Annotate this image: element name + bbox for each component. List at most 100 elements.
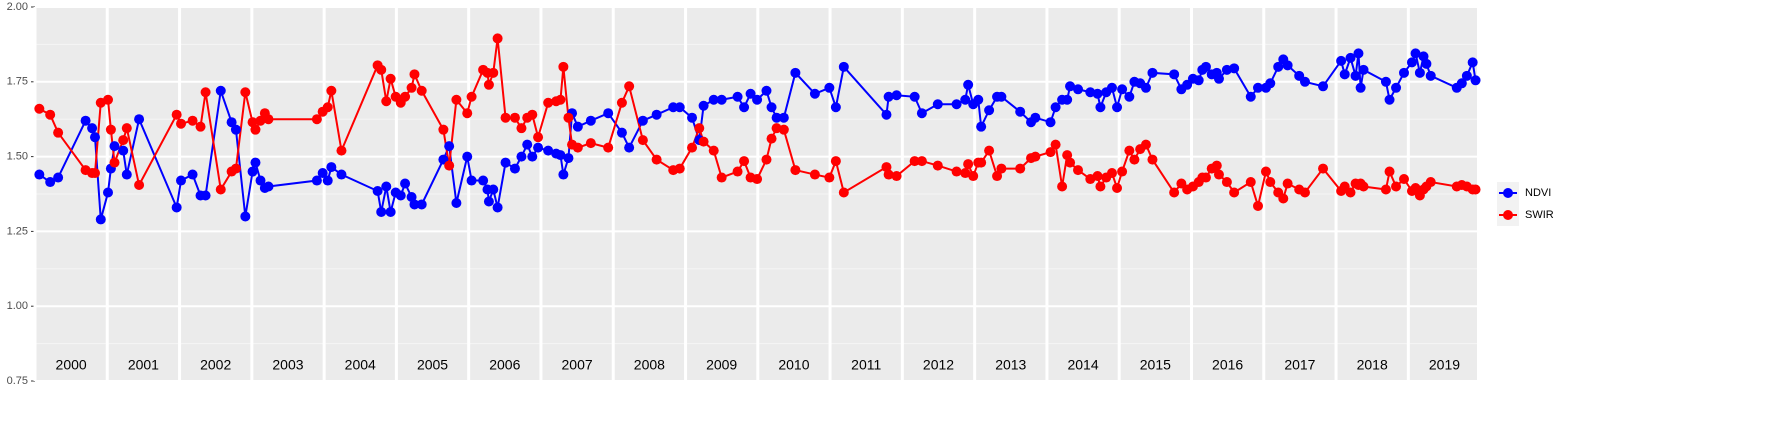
data-point bbox=[976, 157, 987, 168]
data-point bbox=[1384, 94, 1395, 105]
data-point bbox=[109, 141, 120, 152]
data-point bbox=[250, 157, 261, 168]
data-point bbox=[624, 142, 635, 153]
data-point bbox=[838, 187, 849, 198]
data-point bbox=[322, 102, 333, 113]
data-point bbox=[1398, 174, 1409, 185]
data-point bbox=[992, 171, 1003, 182]
data-point bbox=[200, 87, 211, 98]
data-point bbox=[909, 91, 920, 102]
data-point bbox=[973, 94, 984, 105]
data-point bbox=[527, 151, 538, 162]
data-point bbox=[739, 156, 750, 167]
data-point bbox=[1345, 52, 1356, 63]
data-point bbox=[1339, 69, 1350, 80]
data-point bbox=[830, 102, 841, 113]
data-point bbox=[932, 160, 943, 171]
data-point bbox=[451, 94, 462, 105]
data-point bbox=[53, 172, 64, 183]
data-point bbox=[478, 175, 489, 186]
data-point bbox=[522, 139, 533, 150]
y-tick-label: 1.75 bbox=[7, 76, 28, 88]
year-label: 2001 bbox=[128, 357, 159, 373]
data-point bbox=[1273, 61, 1284, 72]
data-point bbox=[708, 94, 719, 105]
data-point bbox=[809, 88, 820, 99]
data-point bbox=[240, 211, 251, 222]
data-point bbox=[1073, 165, 1084, 176]
data-point bbox=[881, 109, 892, 120]
data-point bbox=[1470, 184, 1481, 195]
data-point bbox=[1229, 187, 1240, 198]
data-point bbox=[45, 109, 56, 120]
data-point bbox=[372, 186, 383, 197]
data-point bbox=[438, 124, 449, 135]
data-point bbox=[909, 156, 920, 167]
data-point bbox=[1380, 184, 1391, 195]
data-point bbox=[766, 133, 777, 144]
y-tick-label: 2.00 bbox=[7, 1, 28, 13]
data-point bbox=[1065, 157, 1076, 168]
data-point bbox=[603, 108, 614, 119]
data-point bbox=[1169, 69, 1180, 80]
data-point bbox=[533, 142, 544, 153]
data-point bbox=[1318, 163, 1329, 174]
data-point bbox=[694, 123, 705, 134]
data-point bbox=[1147, 67, 1158, 78]
data-point bbox=[1384, 166, 1395, 177]
data-point bbox=[916, 108, 927, 119]
data-point bbox=[509, 112, 520, 123]
data-point bbox=[883, 91, 894, 102]
data-point bbox=[1336, 55, 1347, 66]
data-point bbox=[1282, 60, 1293, 71]
data-point bbox=[1355, 82, 1366, 93]
data-point bbox=[698, 100, 709, 111]
data-point bbox=[1406, 57, 1417, 68]
data-point bbox=[45, 177, 56, 188]
data-point bbox=[1229, 63, 1240, 74]
data-point bbox=[483, 196, 494, 207]
data-point bbox=[651, 154, 662, 165]
data-point bbox=[381, 181, 392, 192]
data-point bbox=[263, 181, 274, 192]
data-point bbox=[824, 172, 835, 183]
data-point bbox=[891, 90, 902, 101]
data-point bbox=[1112, 102, 1123, 113]
data-point bbox=[761, 85, 772, 96]
data-point bbox=[1245, 91, 1256, 102]
data-point bbox=[960, 94, 971, 105]
data-point bbox=[326, 85, 337, 96]
data-point bbox=[1106, 168, 1117, 179]
data-point bbox=[336, 169, 347, 180]
data-point bbox=[1124, 91, 1135, 102]
data-point bbox=[53, 127, 64, 138]
data-point bbox=[1124, 145, 1135, 156]
data-point bbox=[1358, 181, 1369, 192]
year-label: 2017 bbox=[1284, 357, 1315, 373]
data-point bbox=[572, 121, 583, 132]
data-point bbox=[563, 153, 574, 164]
year-label: 2007 bbox=[562, 357, 593, 373]
data-point bbox=[1282, 178, 1293, 189]
data-point bbox=[176, 118, 187, 129]
year-label: 2002 bbox=[200, 357, 231, 373]
data-point bbox=[1461, 70, 1472, 81]
data-point bbox=[698, 136, 709, 147]
data-point bbox=[500, 112, 511, 123]
data-point bbox=[1117, 84, 1128, 95]
data-point bbox=[732, 91, 743, 102]
data-point bbox=[1117, 166, 1128, 177]
data-point bbox=[1391, 82, 1402, 93]
data-point bbox=[1221, 177, 1232, 188]
legend-key-point bbox=[1503, 188, 1513, 198]
data-point bbox=[89, 132, 100, 143]
data-point bbox=[585, 138, 596, 149]
data-point bbox=[963, 159, 974, 170]
data-point bbox=[830, 156, 841, 167]
data-point bbox=[134, 114, 145, 125]
data-point bbox=[1245, 177, 1256, 188]
legend-key-point bbox=[1503, 210, 1513, 220]
year-label: 2005 bbox=[417, 357, 448, 373]
data-point bbox=[932, 99, 943, 110]
